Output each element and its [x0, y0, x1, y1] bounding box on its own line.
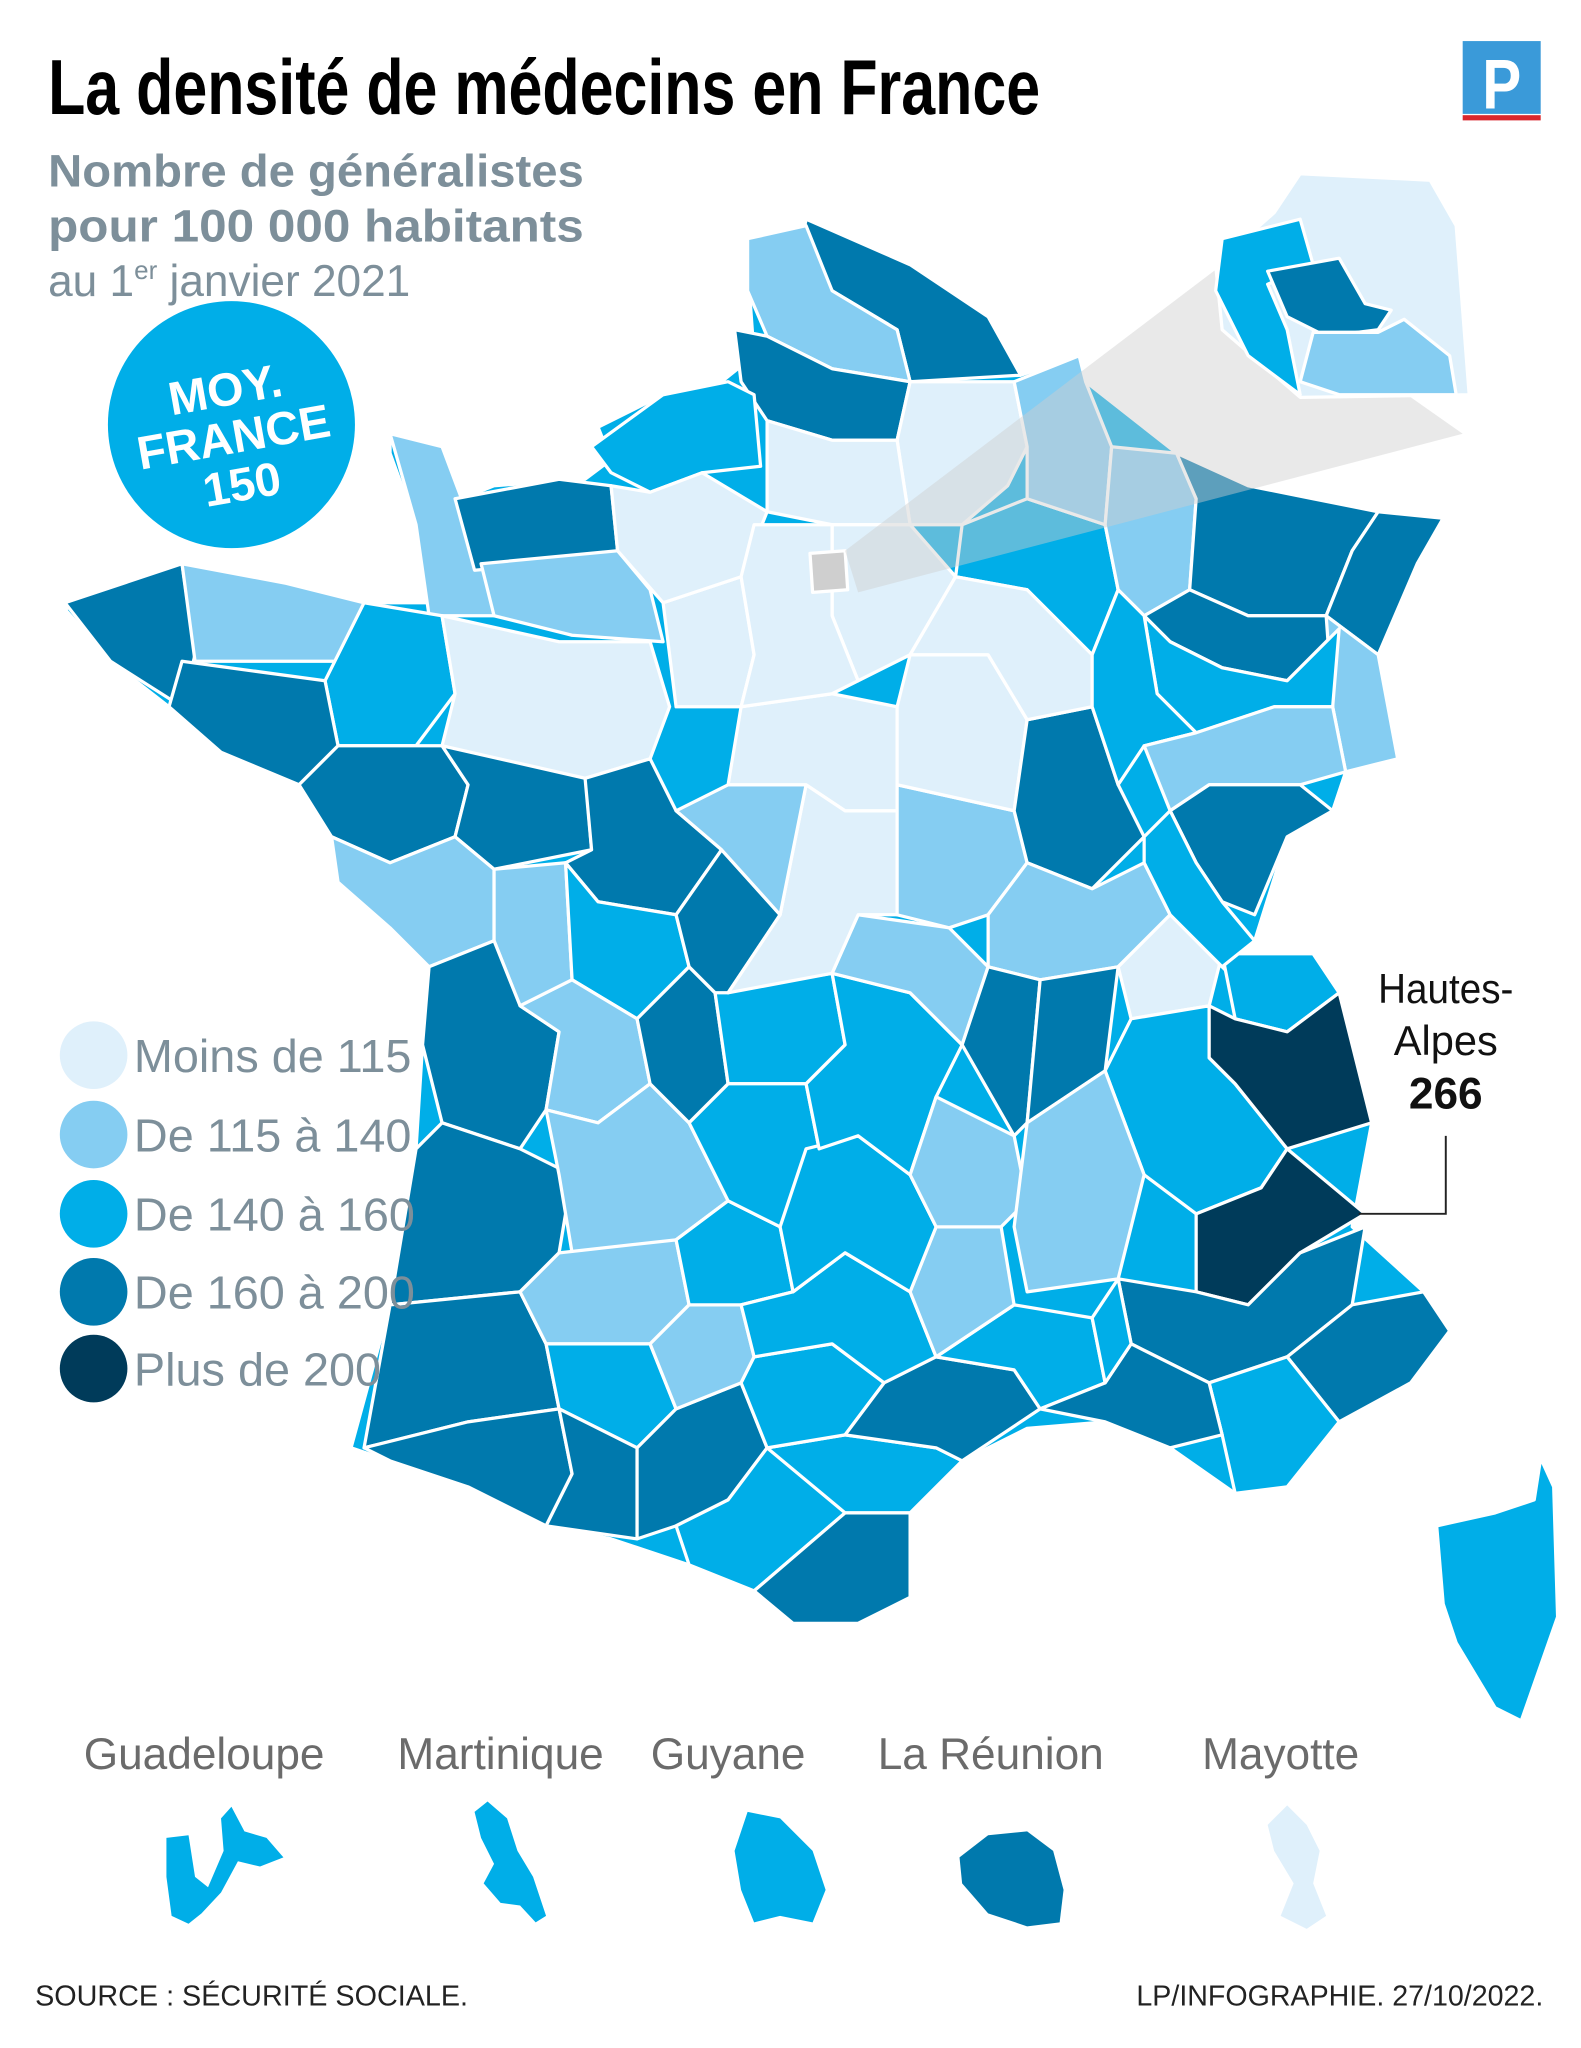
- legend-label: De 140 à 160: [134, 1189, 415, 1241]
- overseas-label: Guadeloupe: [84, 1730, 325, 1779]
- legend-swatch: [59, 1334, 128, 1403]
- page-title: La densité de médecins en France: [48, 43, 1040, 131]
- department: [167, 659, 340, 787]
- corsica-map: [1435, 1456, 1560, 1723]
- annotation-line1: Hautes-: [1378, 965, 1513, 1012]
- subtitle-line1: Nombre de généralistes: [48, 146, 584, 197]
- legend-label: Moins de 115: [134, 1030, 411, 1082]
- department: [960, 965, 1042, 1138]
- department: [1142, 809, 1257, 969]
- overseas-label: Guyane: [651, 1730, 806, 1779]
- legend-item: De 160 à 200: [59, 1258, 415, 1326]
- legend-swatch: [59, 1021, 128, 1090]
- corsica-department: [1435, 1456, 1560, 1723]
- average-badge: MOY. FRANCE 150: [107, 301, 355, 549]
- overseas-item: Guadeloupe: [84, 1730, 325, 1924]
- department: [674, 783, 808, 917]
- legend-swatch: [59, 1100, 128, 1169]
- overseas-item: Guyane: [651, 1730, 826, 1923]
- legend-item: De 115 à 140: [59, 1100, 412, 1169]
- overseas-item: La Réunion: [878, 1730, 1104, 1927]
- annotation-value: 266: [1409, 1070, 1483, 1119]
- overseas-label: La Réunion: [878, 1730, 1104, 1779]
- overseas-shape: [474, 1801, 547, 1923]
- department: [1207, 991, 1374, 1151]
- overseas-shape: [166, 1806, 284, 1924]
- department: [440, 614, 672, 780]
- overseas-item: Martinique: [397, 1730, 604, 1923]
- paris-inset-map: [1214, 172, 1471, 399]
- legend-label: De 160 à 200: [134, 1267, 415, 1319]
- overseas-label: Mayotte: [1202, 1730, 1359, 1779]
- date-suffix: janvier 2021: [157, 257, 410, 306]
- overseas-shape: [959, 1831, 1064, 1927]
- legend-item: Moins de 115: [59, 1021, 411, 1090]
- legend-swatch: [59, 1180, 128, 1248]
- source-text: SOURCE : SÉCURITÉ SOCIALE.: [35, 1980, 468, 2013]
- overseas-label: Martinique: [397, 1730, 603, 1779]
- inset-department: [1266, 256, 1393, 338]
- department: [752, 1511, 912, 1626]
- credit-text: LP/INFOGRAPHIE. 27/10/2022.: [1136, 1981, 1543, 2013]
- legend-label: De 115 à 140: [134, 1109, 412, 1161]
- badge-circle: [107, 301, 355, 549]
- annotation-leader-line: [1358, 1135, 1447, 1215]
- subtitle-line2: pour 100 000 habitants: [48, 200, 584, 251]
- department: [1012, 1069, 1146, 1294]
- hautes-alpes-annotation: Hautes- Alpes 266: [1358, 965, 1513, 1215]
- department: [329, 835, 496, 969]
- legend-item: De 140 à 160: [59, 1180, 415, 1248]
- subtitle-date: au 1er janvier 2021: [48, 255, 410, 306]
- paris-department: [808, 549, 850, 594]
- legend-label: Plus de 200: [134, 1343, 381, 1395]
- annotation-line2: Alpes: [1394, 1017, 1498, 1064]
- department: [589, 380, 763, 494]
- logo-underline: [1462, 115, 1541, 121]
- legend-swatch: [59, 1258, 128, 1326]
- inset-department: [1214, 217, 1315, 397]
- legend: Moins de 115 De 115 à 140 De 140 à 160 De 1…: [59, 1021, 415, 1403]
- overseas-shape: [734, 1811, 826, 1923]
- inset-department: [1298, 317, 1458, 397]
- france-map: [63, 217, 1452, 1626]
- department: [544, 1407, 639, 1541]
- date-sup: er: [134, 255, 157, 285]
- overseas-territories: Guadeloupe Martinique Guyane La Réunion Mayo…: [84, 1730, 1359, 1929]
- overseas-item: Mayotte: [1202, 1730, 1359, 1929]
- logo-background: [1462, 41, 1541, 114]
- department: [1090, 1277, 1133, 1385]
- legend-item: Plus de 200: [59, 1334, 381, 1403]
- logo-letter: P: [1482, 45, 1521, 124]
- overseas-shape: [1267, 1805, 1327, 1929]
- date-prefix: au 1: [48, 257, 134, 306]
- department: [1038, 1342, 1224, 1450]
- le-parisien-logo: P: [1462, 41, 1541, 124]
